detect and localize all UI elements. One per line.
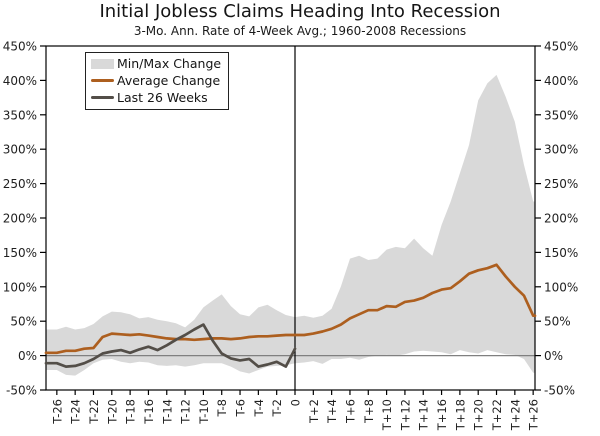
y-axis-label-left: 0% bbox=[18, 349, 37, 363]
x-axis-label: T-22 bbox=[87, 399, 101, 425]
x-axis-label: T+24 bbox=[508, 399, 522, 431]
y-axis-label-right: 250% bbox=[544, 177, 578, 191]
x-axis-label: T-4 bbox=[252, 399, 266, 417]
x-axis-label: T-8 bbox=[215, 399, 229, 417]
y-axis-label-left: 50% bbox=[10, 315, 37, 329]
x-axis-label: T-10 bbox=[197, 399, 211, 425]
legend-label: Average Change bbox=[117, 73, 221, 88]
y-axis-label-left: 450% bbox=[3, 40, 37, 54]
legend-item-minmax: Min/Max Change bbox=[91, 55, 221, 72]
y-axis-label-left: 100% bbox=[3, 280, 37, 294]
x-axis-label: T+26 bbox=[527, 399, 541, 431]
x-axis-label: T+10 bbox=[380, 399, 394, 431]
x-axis-label: 0 bbox=[289, 399, 303, 406]
x-axis-label: T+20 bbox=[472, 399, 486, 431]
x-axis-label: T+8 bbox=[362, 399, 376, 424]
y-axis-label-right: 100% bbox=[544, 280, 578, 294]
x-axis-label: T+2 bbox=[307, 399, 321, 424]
legend: Min/Max Change Average Change Last 26 We… bbox=[85, 52, 230, 110]
y-axis-label-right: 200% bbox=[544, 212, 578, 226]
y-axis-label-right: 350% bbox=[544, 108, 578, 122]
legend-label: Last 26 Weeks bbox=[117, 90, 208, 105]
y-axis-label-left: -50% bbox=[6, 384, 37, 398]
x-axis-label: T-20 bbox=[105, 399, 119, 425]
minmax-swatch bbox=[91, 58, 114, 69]
x-axis-label: T-24 bbox=[69, 399, 83, 425]
x-axis-label: T-14 bbox=[160, 399, 174, 425]
x-axis-label: T-2 bbox=[270, 399, 284, 417]
x-axis-label: T-18 bbox=[124, 399, 138, 425]
y-axis-label-left: 350% bbox=[3, 108, 37, 122]
x-axis-label: T-26 bbox=[50, 399, 64, 425]
last-26-weeks-line bbox=[44, 323, 297, 368]
y-axis-label-right: -50% bbox=[544, 384, 575, 398]
y-axis-label-left: 250% bbox=[3, 177, 37, 191]
legend-item-average: Average Change bbox=[91, 72, 221, 89]
x-axis-label: T+14 bbox=[417, 399, 431, 431]
chart-subtitle: 3-Mo. Ann. Rate of 4-Week Avg.; 1960-200… bbox=[133, 24, 467, 38]
x-axis-label: T+4 bbox=[325, 399, 339, 424]
y-axis-label-right: 450% bbox=[544, 40, 578, 54]
x-axis-label: T+6 bbox=[343, 399, 357, 424]
y-axis-label-right: 300% bbox=[544, 143, 578, 157]
x-axis-label: T+22 bbox=[490, 399, 504, 431]
average-change-line bbox=[44, 263, 537, 355]
y-axis-label-left: 150% bbox=[3, 246, 37, 260]
last26-swatch bbox=[91, 95, 114, 100]
y-axis-label-right: 150% bbox=[544, 246, 578, 260]
legend-item-last26: Last 26 Weeks bbox=[91, 89, 221, 106]
min-max-band bbox=[46, 74, 535, 376]
chart-title: Initial Jobless Claims Heading Into Rece… bbox=[99, 1, 501, 22]
x-axis-label: T-6 bbox=[234, 399, 248, 417]
x-axis-label: T-16 bbox=[142, 399, 156, 425]
y-axis-label-right: 50% bbox=[544, 315, 571, 329]
y-axis-label-left: 300% bbox=[3, 143, 37, 157]
x-axis-label: T+18 bbox=[453, 399, 467, 431]
x-axis-label: T+16 bbox=[435, 399, 449, 431]
y-axis-label-left: 200% bbox=[3, 212, 37, 226]
y-axis-label-right: 400% bbox=[544, 74, 578, 88]
legend-label: Min/Max Change bbox=[117, 56, 222, 71]
x-axis-label: T+12 bbox=[398, 399, 412, 431]
average-swatch bbox=[91, 78, 114, 83]
x-axis-label: T-12 bbox=[179, 399, 193, 425]
y-axis-label-left: 400% bbox=[3, 74, 37, 88]
y-axis-label-right: 0% bbox=[544, 349, 563, 363]
